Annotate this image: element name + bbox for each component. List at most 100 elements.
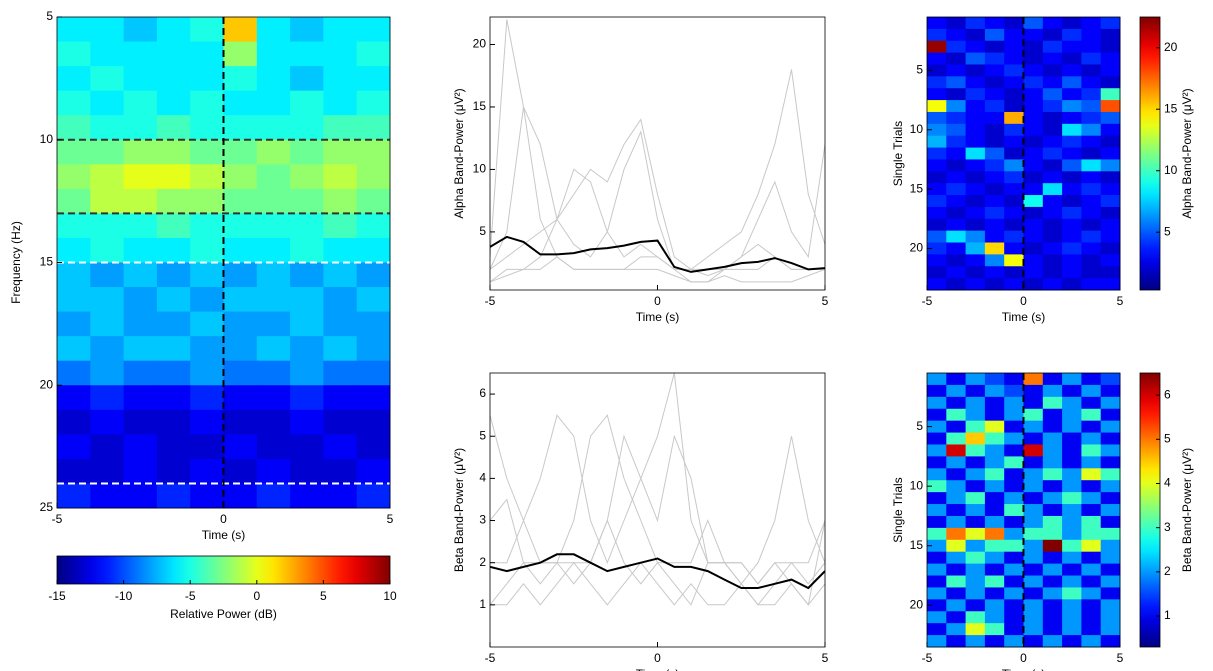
- heat-cell: [946, 444, 967, 457]
- heat-cell: [946, 123, 967, 137]
- heat-cell: [1081, 242, 1102, 255]
- heat-cell: [223, 213, 258, 239]
- heat-cell: [984, 611, 1005, 624]
- heat-cell: [927, 230, 947, 244]
- heat-cell: [965, 28, 986, 42]
- heat-cell: [1004, 111, 1024, 125]
- heat-cell: [223, 409, 258, 435]
- heat-cell: [984, 278, 1005, 291]
- heat-cell: [323, 66, 358, 92]
- heat-cell: [190, 213, 224, 239]
- heat-cell: [1004, 575, 1024, 588]
- heat-cell: [256, 262, 291, 288]
- heat-cell: [223, 336, 258, 362]
- heat-cell: [57, 237, 91, 263]
- heat-cell: [927, 17, 947, 30]
- heat-cell: [57, 287, 91, 313]
- heat-cell: [156, 385, 191, 411]
- heat-cell: [1100, 611, 1121, 624]
- heat-cell: [965, 563, 986, 577]
- y-axis-label: Single Trials: [891, 121, 905, 186]
- heat-cell: [984, 64, 1005, 77]
- heat-cell: [1042, 396, 1063, 410]
- heat-cell: [190, 17, 224, 43]
- heat-cell: [1023, 111, 1044, 125]
- heat-cell: [1081, 254, 1102, 267]
- heat-cell: [1004, 587, 1024, 600]
- heat-cell: [356, 213, 391, 239]
- heat-cell: [1042, 480, 1063, 493]
- heat-cell: [984, 373, 1005, 386]
- heat-cell: [1100, 504, 1121, 517]
- heat-cell: [90, 139, 125, 165]
- heat-cell: [156, 139, 191, 165]
- heat-cell: [256, 139, 291, 165]
- heat-cell: [223, 385, 258, 411]
- heat-cell: [356, 66, 391, 92]
- heat-cell: [946, 52, 967, 65]
- x-tick-label: 5: [1117, 294, 1124, 308]
- heat-cell: [1062, 159, 1082, 172]
- heat-cell: [57, 336, 91, 362]
- heat-cell: [1023, 147, 1044, 160]
- heat-cell: [1042, 266, 1063, 279]
- heat-cell: [1004, 183, 1024, 196]
- heat-cell: [1004, 504, 1024, 517]
- heat-cell: [1100, 88, 1121, 101]
- heat-cell: [156, 287, 191, 313]
- heat-cell: [1023, 563, 1044, 577]
- heat-cell: [156, 66, 191, 92]
- heat-cell: [965, 384, 986, 398]
- heat-cell: [256, 409, 291, 435]
- heat-cell: [256, 287, 291, 313]
- heat-cell: [123, 115, 158, 141]
- heat-cell: [223, 90, 258, 116]
- heat-cell: [356, 311, 391, 337]
- heat-cell: [984, 563, 1005, 577]
- y-tick-label: 5: [479, 428, 486, 442]
- x-axis-label: Time (s): [202, 528, 246, 542]
- trace: [490, 19, 825, 283]
- heat-cell: [1004, 623, 1024, 636]
- heat-cell: [946, 147, 967, 160]
- trace: [490, 414, 825, 606]
- heat-cell: [1023, 52, 1044, 65]
- heat-cell: [927, 396, 947, 410]
- heat-cell: [1023, 444, 1044, 457]
- heat-cell: [1023, 100, 1044, 113]
- heat-cell: [1004, 171, 1024, 184]
- heat-cell: [946, 206, 967, 220]
- heat-cell: [1042, 88, 1063, 101]
- heat-cell: [1023, 17, 1044, 30]
- heat-cell: [1100, 111, 1121, 125]
- heat-cell: [1004, 492, 1024, 505]
- heat-cell: [965, 432, 986, 445]
- heat-cell: [927, 242, 947, 255]
- heat-cell: [946, 373, 967, 386]
- heat-cell: [927, 52, 947, 65]
- heat-cell: [323, 434, 358, 460]
- heat-cell: [156, 90, 191, 116]
- heat-cell: [90, 188, 125, 214]
- heat-cell: [223, 311, 258, 337]
- x-tick-label: 5: [822, 294, 829, 308]
- heat-cell: [1081, 444, 1102, 457]
- heat-cell: [90, 17, 125, 43]
- heat-cell: [946, 408, 967, 422]
- heat-cell: [1100, 266, 1121, 279]
- heat-cell: [1100, 444, 1121, 457]
- heat-cell: [223, 66, 258, 92]
- heat-cell: [946, 254, 967, 267]
- axes: -5 0 5 5 10 15 20 25 Time (s) Frequency (Hz): [9, 9, 393, 542]
- y-tick-label: 6: [479, 386, 486, 400]
- heat-cell: [156, 213, 191, 239]
- heat-cell: [1004, 254, 1024, 267]
- panel: 5 10 15 20 Alpha Band-Power (μV²): [927, 16, 1194, 291]
- heat-cell: [156, 41, 191, 67]
- heat-cell: [356, 336, 391, 362]
- heat-cell: [1004, 408, 1024, 422]
- heat-cell: [946, 40, 967, 54]
- heat-cell: [1062, 135, 1082, 149]
- heat-cell: [1062, 396, 1082, 410]
- heat-cell: [927, 444, 947, 457]
